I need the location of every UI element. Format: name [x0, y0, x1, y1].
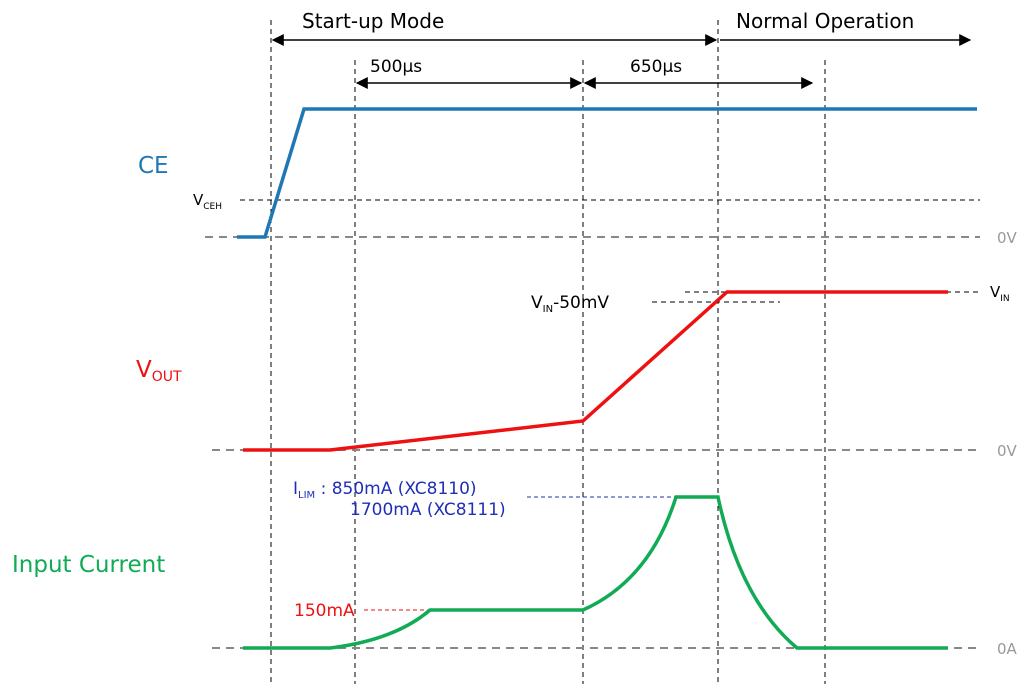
vin-minus-50mv-label: VIN-50mV [531, 293, 609, 315]
vout-zero-label: 0V [997, 442, 1018, 460]
ce-signal-label: CE [138, 153, 169, 179]
vceh-label: VCEH [193, 191, 222, 212]
phase-arrows [271, 34, 972, 89]
150ma-label: 150mA [294, 601, 355, 621]
input-current-waveform [243, 495, 948, 650]
duration-500-label: 500µs [370, 57, 422, 77]
current-zero-label: 0A [997, 640, 1018, 658]
input-current-signal-label: Input Current [12, 552, 165, 578]
vin-label: VIN [990, 283, 1010, 304]
reference-lines [240, 199, 980, 303]
vout-waveform [243, 290, 948, 452]
ilim-label-line2: 1700mA (XC8111) [350, 500, 506, 520]
timing-guides [270, 20, 826, 684]
duration-650-label: 650µs [630, 57, 682, 77]
ce-zero-label: 0V [997, 229, 1018, 247]
vout-signal-label: VOUT [136, 357, 182, 385]
ilim-label-line1: ILIM : 850mA (XC8110) [293, 479, 477, 501]
normal-operation-label: Normal Operation [736, 9, 914, 33]
startup-mode-label: Start-up Mode [302, 9, 444, 33]
ce-waveform [237, 107, 977, 239]
